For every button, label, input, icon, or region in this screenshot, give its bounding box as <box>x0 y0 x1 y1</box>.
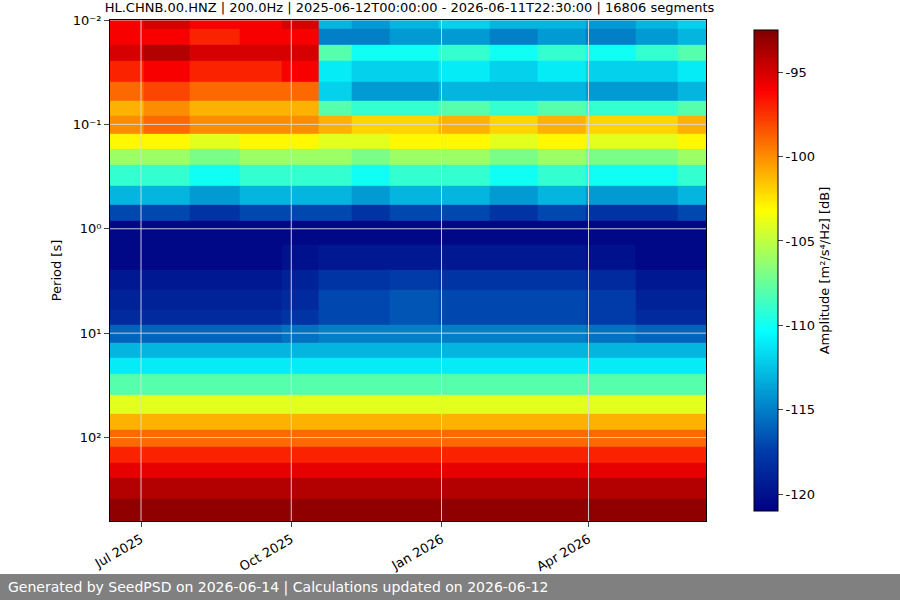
svg-text:10⁰: 10⁰ <box>80 221 102 236</box>
svg-text:Oct 2025: Oct 2025 <box>237 531 296 574</box>
svg-text:10²: 10² <box>80 430 102 445</box>
svg-text:10¹: 10¹ <box>80 326 102 341</box>
svg-text:-105: -105 <box>786 234 816 249</box>
html-text:Generated by SeedPSD on 2026-0: Generated by SeedPSD on 2026-06-14 | Cal… <box>8 579 549 595</box>
svg-text:-110: -110 <box>786 318 816 333</box>
svg-text:-120: -120 <box>786 487 816 502</box>
svg-text:Jan 2026: Jan 2026 <box>388 531 446 573</box>
svg-text:10⁻²: 10⁻² <box>73 13 102 28</box>
svg-text:Amplitude [m²/s⁴/Hz] [dB]: Amplitude [m²/s⁴/Hz] [dB] <box>817 187 832 355</box>
svg-text:HL.CHNB.00.HNZ | 200.0Hz | 202: HL.CHNB.00.HNZ | 200.0Hz | 2025-06-12T00… <box>105 0 715 15</box>
svg-text:Jul 2025: Jul 2025 <box>92 531 146 571</box>
svg-text:Period [s]: Period [s] <box>49 240 64 302</box>
svg-text:-100: -100 <box>786 149 816 164</box>
svg-text:-115: -115 <box>786 402 816 417</box>
svg-text:10⁻¹: 10⁻¹ <box>73 117 102 132</box>
svg-text:Apr 2026: Apr 2026 <box>534 531 593 574</box>
svg-text:-95: -95 <box>786 65 807 80</box>
